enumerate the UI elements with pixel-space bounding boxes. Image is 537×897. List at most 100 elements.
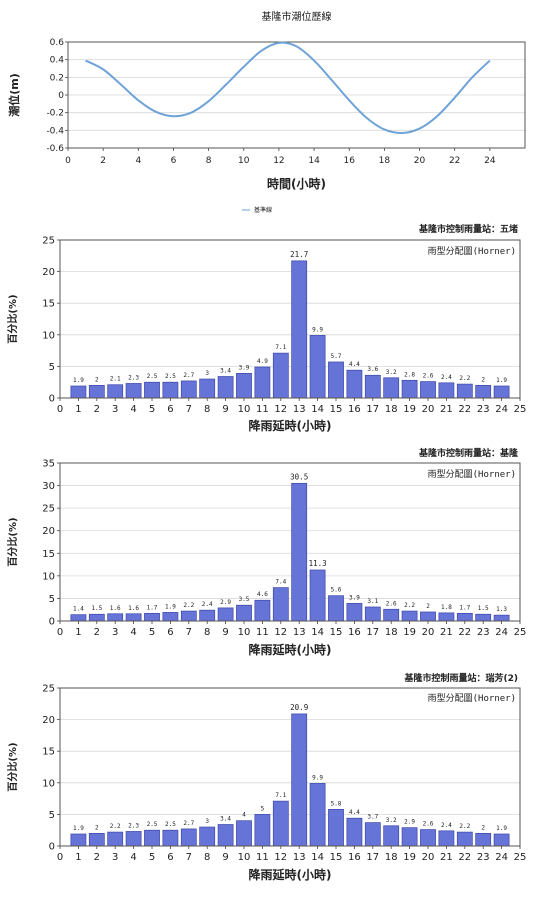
bar xyxy=(401,827,418,847)
bar-value-label: 2.4 xyxy=(441,374,452,381)
bar xyxy=(107,831,124,847)
x-tick-label: 4 xyxy=(130,852,136,863)
x-tick-label: 25 xyxy=(514,852,527,863)
bar xyxy=(144,381,160,399)
bar-value-label: 3.1 xyxy=(367,598,378,605)
plot-frame xyxy=(59,687,521,847)
bar-value-label: 3.7 xyxy=(367,814,378,821)
legend-label: 基準線 xyxy=(254,206,272,214)
bar-value-label: 4 xyxy=(242,812,246,819)
bar xyxy=(328,808,344,847)
x-tick-label: 10 xyxy=(238,852,251,863)
y-tick-label: 0 xyxy=(58,91,64,101)
x-tick-label: 0 xyxy=(57,627,63,638)
bar-value-label: 7.1 xyxy=(275,792,286,799)
bar-value-label: 1.6 xyxy=(128,605,139,612)
bar xyxy=(254,599,271,622)
x-tick-label: 21 xyxy=(440,404,453,415)
bar-value-label: 3.5 xyxy=(239,596,250,603)
bar-value-label: 2.4 xyxy=(202,601,213,608)
bar xyxy=(438,382,455,399)
bar xyxy=(217,824,234,847)
bar-value-label: 2.1 xyxy=(110,376,121,383)
x-tick-label: 10 xyxy=(238,627,251,638)
y-tick-label: 15 xyxy=(42,549,55,560)
x-axis-label: 降雨延時(小時) xyxy=(249,418,332,433)
x-tick-label: 14 xyxy=(311,404,324,415)
bar-value-label: 2 xyxy=(426,603,430,610)
bar-value-label: 2 xyxy=(95,824,99,831)
bar-value-label: 3.6 xyxy=(367,366,378,373)
y-tick-label: 0 xyxy=(49,842,55,853)
bar xyxy=(236,604,252,622)
x-tick-label: 2 xyxy=(94,404,100,415)
y-tick-label: -0.2 xyxy=(46,109,64,119)
bar-value-label: 2.7 xyxy=(183,372,194,379)
bar xyxy=(162,829,179,847)
bar xyxy=(346,603,363,622)
bar xyxy=(180,380,197,399)
x-tick-label: 13 xyxy=(293,404,306,415)
bar xyxy=(88,385,105,399)
bar-value-label: 2.2 xyxy=(459,823,470,830)
bar xyxy=(70,614,87,622)
y-tick-label: 5 xyxy=(49,362,55,373)
bar-value-label: 1.7 xyxy=(147,604,158,611)
bar-value-label: 21.7 xyxy=(290,250,308,259)
tide-series-line xyxy=(85,41,491,134)
x-tick-label: 19 xyxy=(403,627,416,638)
bar-value-label: 1.4 xyxy=(73,606,84,613)
y-tick-label: 10 xyxy=(42,330,55,341)
x-tick-label: 19 xyxy=(403,404,416,415)
x-tick-label: 10 xyxy=(238,404,251,415)
x-tick-label: 20 xyxy=(422,627,435,638)
x-tick-label: 17 xyxy=(366,627,379,638)
bar xyxy=(199,609,216,622)
bar xyxy=(309,335,326,399)
x-tick-label: 12 xyxy=(274,852,287,863)
bar-value-label: 11.3 xyxy=(309,559,327,568)
x-tick-label: 3 xyxy=(112,852,118,863)
bar xyxy=(291,713,308,847)
x-tick-label: 21 xyxy=(440,627,453,638)
x-tick-label: 16 xyxy=(348,852,361,863)
x-tick-label: 4 xyxy=(130,404,136,415)
y-tick-label: 30 xyxy=(42,481,55,492)
bar-value-label: 2.5 xyxy=(147,373,158,380)
bar-value-label: 2.2 xyxy=(183,602,194,609)
bar-value-label: 3 xyxy=(205,370,209,377)
bar xyxy=(125,613,142,622)
bar xyxy=(291,482,308,622)
x-tick-label: 16 xyxy=(348,627,361,638)
bar xyxy=(401,379,418,399)
x-tick-label: 24 xyxy=(495,404,508,415)
y-tick-label: 0 xyxy=(49,394,55,405)
bar-value-label: 7.1 xyxy=(275,344,286,351)
x-tick-label: 24 xyxy=(495,852,508,863)
bar xyxy=(364,374,381,399)
bar xyxy=(364,606,381,622)
bar xyxy=(493,385,510,399)
bar-value-label: 2.6 xyxy=(386,600,397,607)
x-tick-label: 18 xyxy=(379,156,391,166)
bar-value-label: 2.5 xyxy=(165,373,176,380)
x-tick-label: 3 xyxy=(112,404,118,415)
y-tick-label: 0 xyxy=(49,617,55,628)
x-tick-label: 2 xyxy=(100,156,106,166)
bar xyxy=(475,613,492,622)
bar xyxy=(475,385,492,399)
bar xyxy=(401,610,418,622)
bar xyxy=(346,817,363,847)
x-tick-label: 6 xyxy=(171,156,177,166)
y-tick-label: 15 xyxy=(42,299,55,310)
x-tick-label: 17 xyxy=(366,852,379,863)
x-tick-label: 8 xyxy=(204,852,210,863)
x-tick-label: 1 xyxy=(75,627,81,638)
bar xyxy=(346,369,363,399)
bar xyxy=(162,381,179,399)
x-tick-label: 10 xyxy=(238,156,250,166)
bar xyxy=(420,611,436,622)
bar-value-label: 1.6 xyxy=(110,605,121,612)
x-tick-label: 5 xyxy=(149,404,155,415)
